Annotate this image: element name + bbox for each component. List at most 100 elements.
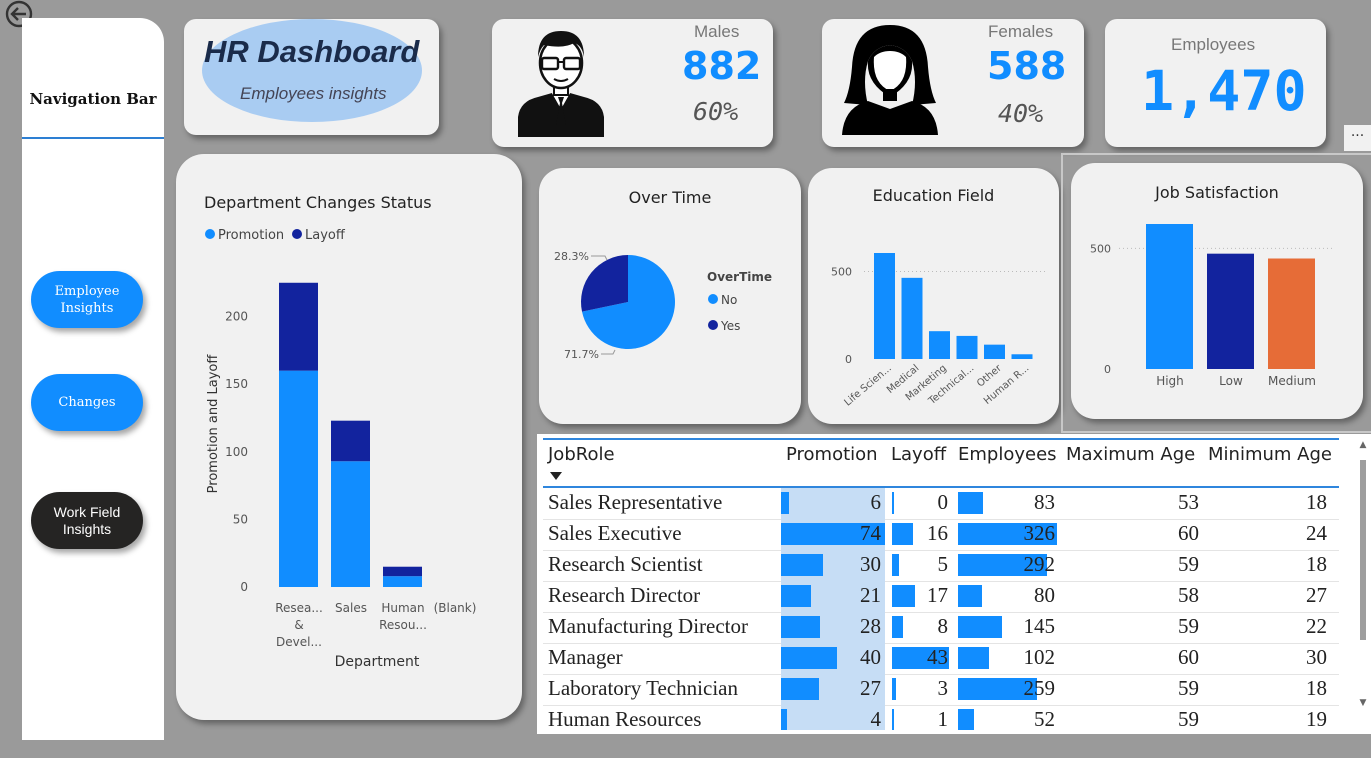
promotion-databar <box>781 616 821 638</box>
dashboard-subtitle: Employees insights <box>240 84 387 103</box>
y-tick-label: 0 <box>240 580 248 594</box>
employees-databar <box>958 616 1003 638</box>
legend-marker <box>292 229 302 239</box>
bar <box>901 277 923 359</box>
legend-label: No <box>721 293 737 307</box>
y-tick-label: 100 <box>225 445 248 459</box>
table-row[interactable]: Sales Executive 74 16 326 60 24 <box>543 519 1339 551</box>
promotion-cell-highlight <box>781 488 885 519</box>
chart-title: Over Time <box>628 188 712 207</box>
min-age-cell: 18 <box>1306 490 1327 514</box>
promotion-databar <box>781 709 787 730</box>
layoff-cell: 0 <box>937 490 949 514</box>
bar-promotion <box>331 461 370 587</box>
max-age-cell: 59 <box>1178 707 1199 730</box>
x-tick-label: Resea... <box>275 601 323 615</box>
column-header-minimum-age[interactable]: Minimum Age <box>1208 444 1332 465</box>
chart-title: Job Satisfaction <box>1155 183 1279 202</box>
legend-marker <box>205 229 215 239</box>
promotion-cell: 74 <box>860 521 881 545</box>
column-header-layoff[interactable]: Layoff <box>891 444 947 465</box>
selection-frame <box>1061 153 1371 433</box>
layoff-cell: 16 <box>927 521 948 545</box>
x-tick-label: (Blank) <box>434 601 477 615</box>
changes-button[interactable]: Changes <box>31 374 143 431</box>
layoff-cell: 8 <box>937 614 949 638</box>
column-header-jobrole[interactable]: JobRole <box>548 444 615 465</box>
jobrole-cell: Human Resources <box>548 707 702 730</box>
table-row[interactable]: Research Scientist 30 5 292 59 18 <box>543 550 1339 582</box>
employees-cell: 102 <box>1023 645 1056 669</box>
navigation-bar: Navigation Bar Employee Insights Changes … <box>22 18 164 740</box>
promotion-cell: 40 <box>860 645 881 669</box>
scroll-down-icon[interactable]: ▼ <box>1359 698 1367 708</box>
jobrole-cell: Manufacturing Director <box>548 614 749 638</box>
promotion-cell-highlight <box>781 705 885 730</box>
bar <box>1146 224 1193 369</box>
header-divider <box>543 486 1339 488</box>
job-satisfaction-chart: 0 500 High Low Medium <box>1090 224 1333 388</box>
legend-marker <box>708 320 718 330</box>
min-age-cell: 18 <box>1306 676 1327 700</box>
button-label: Changes <box>58 395 116 410</box>
column-header-promotion[interactable]: Promotion <box>786 444 878 465</box>
employees-value: 1,470 <box>1141 59 1307 123</box>
layoff-databar <box>892 523 914 545</box>
work-field-insights-button[interactable]: Work Field Insights <box>31 492 143 549</box>
jobrole-cell: Sales Executive <box>548 521 682 545</box>
y-tick-label: 200 <box>225 310 248 324</box>
min-age-cell: 19 <box>1306 707 1327 730</box>
table-scrollbar[interactable]: ▲ ▼ <box>1358 440 1368 730</box>
males-kpi-card: Males 882 60% <box>492 19 773 147</box>
table-row[interactable]: Human Resources 4 1 52 59 19 <box>543 705 1339 730</box>
jobrole-cell: Sales Representative <box>548 490 723 514</box>
column-header-employees[interactable]: Employees <box>958 444 1057 465</box>
table-row[interactable]: Manager 40 43 102 60 30 <box>543 643 1339 675</box>
scroll-up-icon[interactable]: ▲ <box>1359 440 1367 450</box>
x-tick-label: & <box>294 618 303 632</box>
employees-databar <box>958 585 983 607</box>
pie-data-label: 28.3% <box>554 250 589 263</box>
nav-title: Navigation Bar <box>29 90 157 108</box>
promotion-databar <box>781 523 885 545</box>
bar <box>984 344 1005 359</box>
table-row[interactable]: Sales Representative 6 0 83 53 18 <box>543 488 1339 520</box>
x-tick-label: Human <box>381 601 424 615</box>
employees-databar <box>958 554 1047 576</box>
back-arrow-icon[interactable] <box>3 0 33 28</box>
chart-title: Education Field <box>872 186 995 205</box>
bar-promotion <box>279 370 318 587</box>
employees-label: Employees <box>1171 35 1256 54</box>
more-options-button[interactable]: ··· <box>1344 125 1371 151</box>
scroll-thumb[interactable] <box>1360 460 1366 640</box>
promotion-cell: 6 <box>870 490 882 514</box>
title-card: HR Dashboard Employees insights <box>184 19 439 135</box>
min-age-cell: 24 <box>1306 521 1327 545</box>
table-row[interactable]: Research Director 21 17 80 58 27 <box>543 581 1339 613</box>
sort-descending-icon[interactable] <box>550 472 562 480</box>
pie-leader-line <box>601 349 616 355</box>
males-value: 882 <box>682 44 762 88</box>
employees-cell: 326 <box>1023 521 1056 545</box>
table-row[interactable]: Laboratory Technician 27 3 259 59 18 <box>543 674 1339 706</box>
layoff-databar <box>892 492 894 514</box>
legend-label: Promotion <box>218 228 284 243</box>
button-label-line: Insights <box>62 520 112 537</box>
bar <box>874 253 895 359</box>
table-row[interactable]: Manufacturing Director 28 8 145 59 22 <box>543 612 1339 644</box>
column-header-maximum-age[interactable]: Maximum Age <box>1066 444 1196 465</box>
males-percent: 60% <box>693 97 739 126</box>
bar-layoff <box>279 282 318 371</box>
overtime-pie-chart: 28.3% 71.7% OverTime No Yes <box>554 250 772 361</box>
jobrole-cell: Research Scientist <box>548 552 703 576</box>
employee-insights-button[interactable]: Employee Insights <box>31 271 143 328</box>
jobrole-cell: Research Director <box>548 583 701 607</box>
max-age-cell: 60 <box>1178 645 1199 669</box>
max-age-cell: 59 <box>1178 552 1199 576</box>
pie-leader-line <box>591 255 608 261</box>
bar <box>956 335 978 359</box>
dashboard-title: HR Dashboard <box>204 34 420 69</box>
x-tick-label: Devel... <box>276 635 322 649</box>
legend-marker <box>708 294 718 304</box>
chart-title: Department Changes Status <box>204 193 432 212</box>
